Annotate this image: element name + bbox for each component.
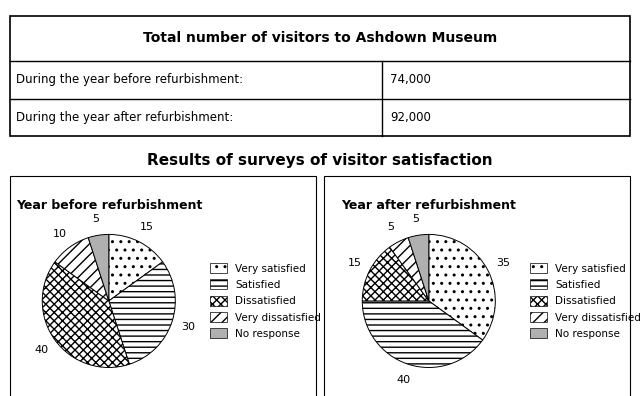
Text: 5: 5 [388, 222, 394, 232]
Title: Year after refurbishment: Year after refurbishment [341, 200, 516, 213]
Wedge shape [42, 262, 129, 367]
Wedge shape [362, 301, 483, 367]
Text: 30: 30 [181, 322, 195, 332]
Text: 35: 35 [496, 258, 510, 268]
FancyBboxPatch shape [10, 16, 630, 136]
Title: Year before refurbishment: Year before refurbishment [15, 200, 202, 213]
Wedge shape [88, 234, 109, 301]
Text: 5: 5 [412, 214, 419, 224]
Text: 40: 40 [35, 345, 49, 355]
Text: 40: 40 [396, 375, 410, 385]
Text: During the year before refurbishment:: During the year before refurbishment: [16, 73, 243, 86]
Wedge shape [362, 247, 429, 301]
Text: 15: 15 [140, 222, 154, 232]
Wedge shape [390, 238, 429, 301]
Text: Total number of visitors to Ashdown Museum: Total number of visitors to Ashdown Muse… [143, 32, 497, 46]
FancyBboxPatch shape [324, 176, 630, 396]
Text: 92,000: 92,000 [390, 111, 431, 124]
Wedge shape [109, 262, 175, 364]
Wedge shape [408, 234, 429, 301]
Wedge shape [429, 234, 495, 340]
Wedge shape [55, 238, 109, 301]
Text: During the year after refurbishment:: During the year after refurbishment: [16, 111, 233, 124]
Text: 10: 10 [53, 228, 67, 239]
Text: 74,000: 74,000 [390, 73, 431, 86]
Text: Results of surveys of visitor satisfaction: Results of surveys of visitor satisfacti… [147, 154, 493, 169]
Legend: Very satisfied, Satisfied, Dissatisfied, Very dissatisfied, No response: Very satisfied, Satisfied, Dissatisfied,… [531, 263, 640, 339]
FancyBboxPatch shape [10, 176, 316, 396]
Wedge shape [109, 234, 163, 301]
Text: 5: 5 [92, 214, 99, 224]
Text: 15: 15 [348, 258, 362, 268]
Legend: Very satisfied, Satisfied, Dissatisfied, Very dissatisfied, No response: Very satisfied, Satisfied, Dissatisfied,… [211, 263, 321, 339]
